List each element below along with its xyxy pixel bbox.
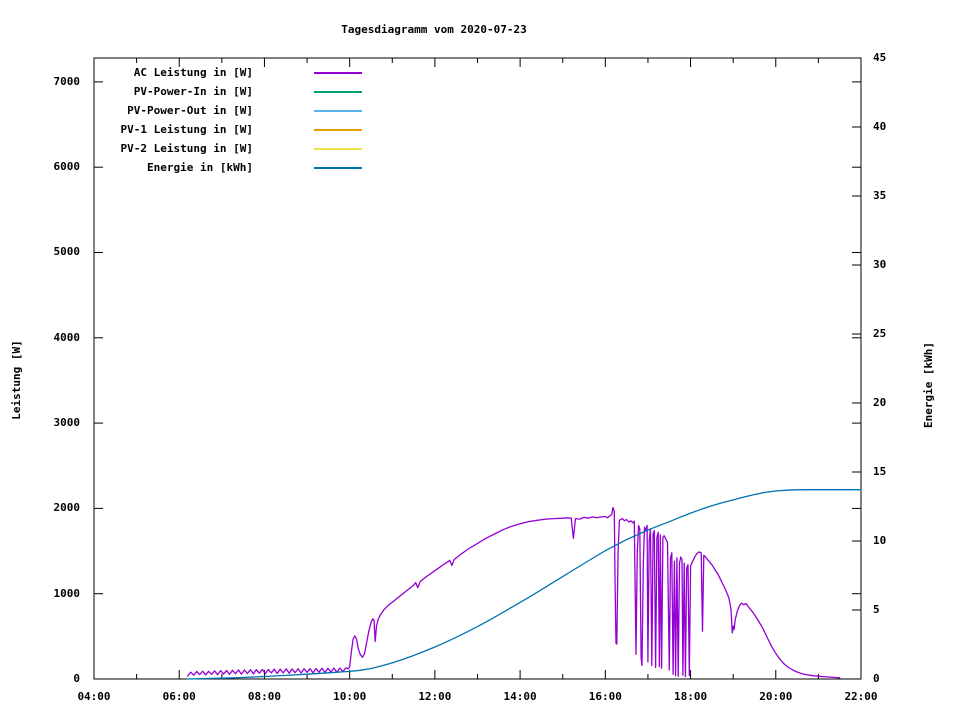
y2-tick-label: 0 bbox=[873, 672, 880, 685]
y2-tick-label: 20 bbox=[873, 396, 887, 409]
legend-line-sample-pv-power-out bbox=[314, 110, 362, 112]
y2-tick-label: 25 bbox=[873, 327, 887, 340]
y-tick-label: 0 bbox=[73, 672, 80, 685]
y2-axis-label: Energie [kWh] bbox=[922, 341, 935, 429]
legend-line-sample-pv-power-in bbox=[314, 91, 362, 93]
y-tick-label: 1000 bbox=[53, 586, 81, 600]
x-tick-label: 20:00 bbox=[759, 690, 793, 703]
y-tick-label: 4000 bbox=[53, 330, 81, 344]
x-tick-label: 12:00 bbox=[418, 690, 452, 703]
legend-line-sample-ac-leistung bbox=[314, 72, 362, 74]
legend-line-sample-pv1-leistung bbox=[314, 129, 362, 131]
legend-line-sample-energie bbox=[314, 167, 362, 169]
x-tick-label: 16:00 bbox=[588, 690, 622, 703]
x-tick-label: 18:00 bbox=[673, 690, 708, 703]
legend-line-sample-pv2-leistung bbox=[314, 148, 362, 150]
y-tick-label: 7000 bbox=[53, 74, 81, 88]
y2-tick-label: 5 bbox=[873, 603, 880, 616]
y-tick-label: 3000 bbox=[53, 416, 81, 430]
legend-label-pv-power-out: PV-Power-Out in [W] bbox=[127, 104, 253, 117]
x-tick-label: 22:00 bbox=[844, 690, 878, 703]
legend-label-energie: Energie in [kWh] bbox=[147, 161, 253, 174]
series-line-ac-leistung bbox=[187, 506, 841, 679]
y2-tick-label: 15 bbox=[873, 465, 887, 478]
legend-label-pv1-leistung: PV-1 Leistung in [W] bbox=[120, 123, 253, 136]
chart-title: Tagesdiagramm vom 2020-07-23 bbox=[341, 23, 527, 36]
series-line-energie bbox=[187, 489, 862, 680]
legend-label-pv2-leistung: PV-2 Leistung in [W] bbox=[120, 142, 253, 155]
y2-tick-label: 40 bbox=[873, 120, 887, 133]
legend-label-ac-leistung: AC Leistung in [W] bbox=[133, 66, 253, 79]
y-tick-label: 6000 bbox=[53, 160, 81, 174]
y2-tick-label: 45 bbox=[873, 51, 887, 64]
y2-tick-label: 35 bbox=[873, 189, 887, 202]
y-tick-label: 5000 bbox=[53, 245, 81, 259]
x-tick-label: 08:00 bbox=[247, 690, 281, 703]
x-tick-label: 10:00 bbox=[333, 690, 367, 703]
x-tick-label: 04:00 bbox=[77, 690, 111, 703]
legend-label-pv-power-in: PV-Power-In in [W] bbox=[133, 85, 253, 98]
y2-tick-label: 30 bbox=[873, 258, 887, 271]
y2-tick-label: 10 bbox=[873, 534, 887, 547]
y-axis-label: Leistung [W] bbox=[10, 340, 23, 420]
y-tick-label: 2000 bbox=[53, 501, 81, 515]
x-tick-label: 14:00 bbox=[503, 690, 537, 703]
x-tick-label: 06:00 bbox=[162, 690, 196, 703]
